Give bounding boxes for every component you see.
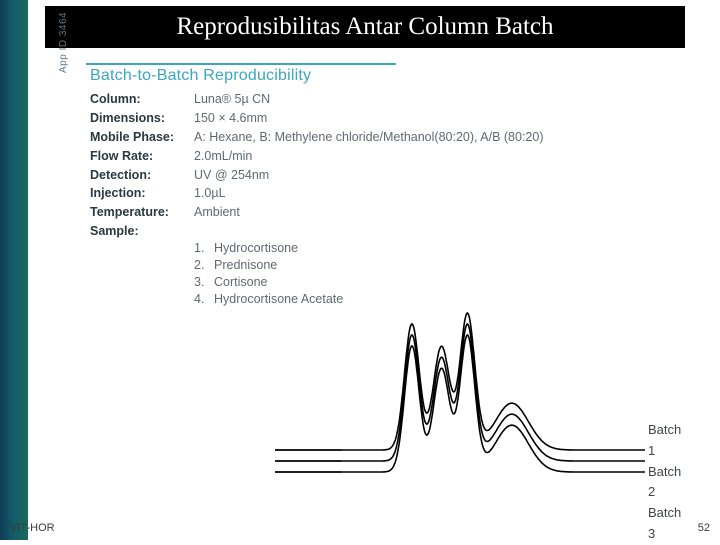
batch-label: Batch 3 — [648, 503, 681, 545]
param-label: Flow Rate: — [90, 148, 194, 165]
app-id-label: App ID 3464 — [58, 12, 69, 73]
param-label: Injection: — [90, 185, 194, 202]
param-row: Dimensions:150 × 4.6mm — [90, 110, 544, 127]
param-row: Mobile Phase:A: Hexane, B: Methylene chl… — [90, 129, 544, 146]
sample-number: 2. — [194, 257, 214, 274]
param-value: 150 × 4.6mm — [194, 110, 267, 127]
figure-panel: App ID 3464 Batch-to-Batch Reproducibili… — [60, 55, 680, 495]
batch-labels: Batch 1Batch 2Batch 3 — [648, 420, 681, 545]
param-row: Column:Luna® 5µ CN — [90, 91, 544, 108]
param-label: Sample: — [90, 223, 194, 240]
slide-left-stripe — [0, 0, 28, 540]
chromatogram-chart — [275, 235, 645, 505]
param-label: Mobile Phase: — [90, 129, 194, 146]
param-label: Dimensions: — [90, 110, 194, 127]
sample-name: Cortisone — [214, 274, 268, 291]
param-row: Injection:1.0µL — [90, 185, 544, 202]
param-label: Temperature: — [90, 204, 194, 221]
param-label: Column: — [90, 91, 194, 108]
batch-label: Batch 1 — [648, 420, 681, 462]
section-title: Batch-to-Batch Reproducibility — [90, 67, 311, 85]
sample-number: 1. — [194, 240, 214, 257]
param-value: 1.0µL — [194, 185, 226, 202]
param-value: UV @ 254nm — [194, 167, 269, 184]
param-value: Ambient — [194, 204, 240, 221]
sample-name: Prednisone — [214, 257, 277, 274]
param-label: Detection: — [90, 167, 194, 184]
batch-label: Batch 2 — [648, 462, 681, 504]
param-value: Luna® 5µ CN — [194, 91, 270, 108]
footer-left: VIT-HOR — [10, 522, 55, 534]
param-row: Detection:UV @ 254nm — [90, 167, 544, 184]
param-row: Flow Rate:2.0mL/min — [90, 148, 544, 165]
title-rule — [86, 63, 396, 65]
slide-title-bar: Reprodusibilitas Antar Column Batch — [45, 6, 685, 48]
sample-number: 3. — [194, 274, 214, 291]
param-value: A: Hexane, B: Methylene chloride/Methano… — [194, 129, 544, 146]
slide-title: Reprodusibilitas Antar Column Batch — [176, 13, 553, 41]
sample-number: 4. — [194, 291, 214, 308]
param-value: 2.0mL/min — [194, 148, 252, 165]
param-row: Temperature:Ambient — [90, 204, 544, 221]
trace-batch-2 — [275, 324, 645, 461]
page-number: 52 — [698, 522, 710, 534]
